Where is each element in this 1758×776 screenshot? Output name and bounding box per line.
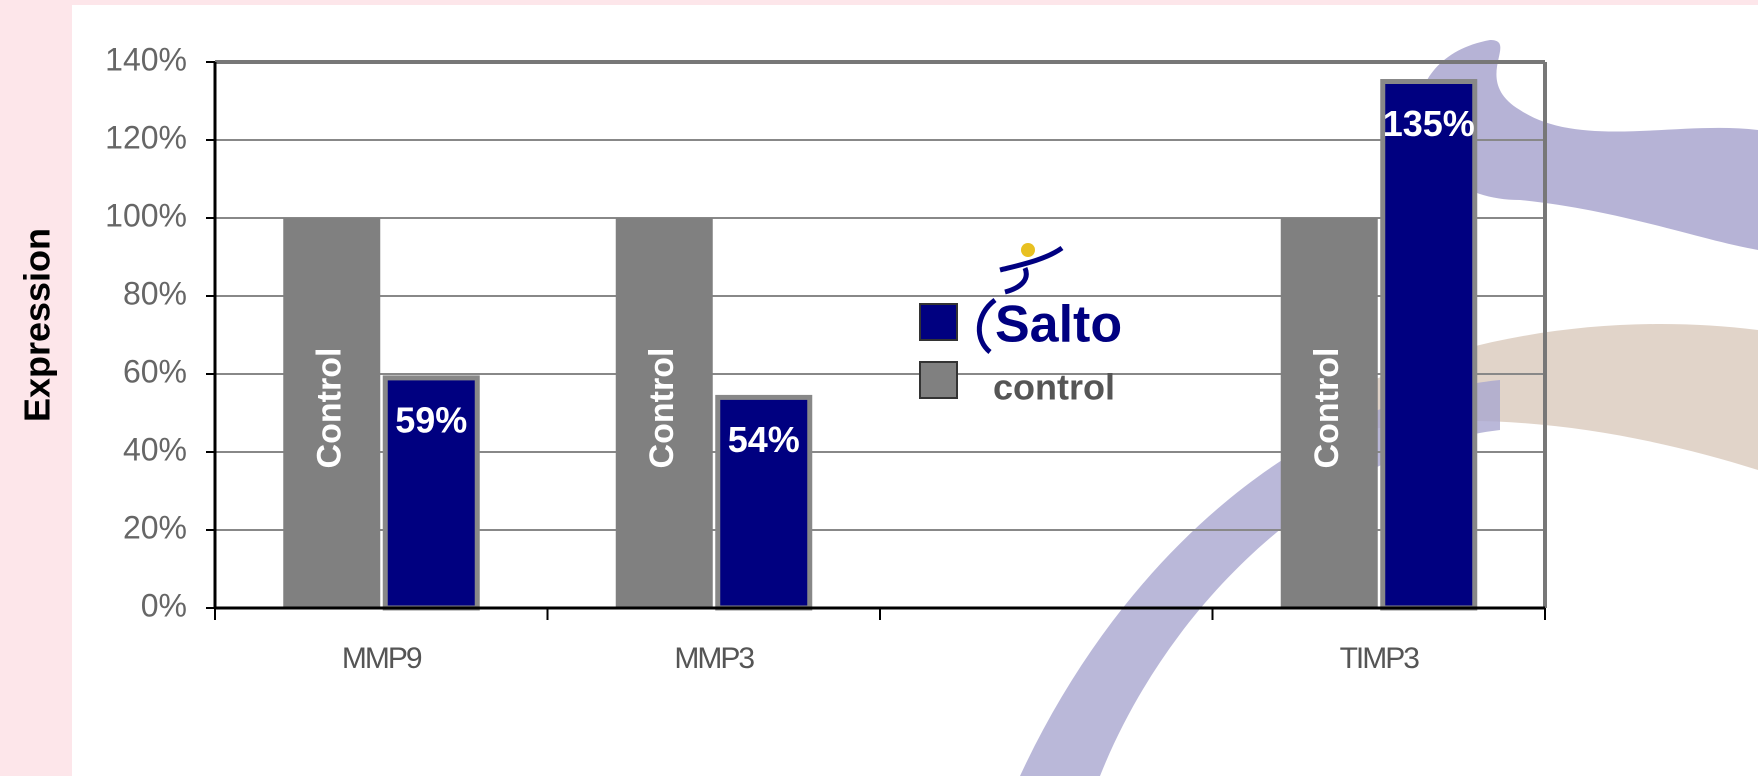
legend-label: Salto	[995, 296, 1122, 354]
y-tick-label: 100%	[105, 197, 187, 233]
y-axis-label: Expression	[17, 228, 58, 422]
legend-logo-figure	[999, 245, 1064, 295]
y-tick-label: 0%	[141, 587, 187, 623]
value-label: 135%	[1383, 103, 1475, 144]
y-tick-label: 120%	[105, 119, 187, 155]
legend-logo-arc	[976, 298, 997, 354]
decor-swoosh	[1020, 380, 1500, 776]
x-tick-label: MMP3	[674, 642, 754, 675]
bar	[615, 218, 713, 608]
legend-label: control	[993, 367, 1115, 408]
x-tick-label: TIMP3	[1340, 642, 1420, 675]
y-tick-label: 60%	[123, 353, 187, 389]
value-label: 54%	[728, 419, 800, 460]
bar	[1380, 79, 1478, 611]
y-tick-label: 20%	[123, 509, 187, 545]
bar	[283, 218, 381, 608]
y-tick-label: 80%	[123, 275, 187, 311]
legend-logo-dot	[1021, 243, 1035, 257]
y-tick-label: 40%	[123, 431, 187, 467]
legend-swatch	[919, 303, 958, 341]
bar-label: Control	[311, 348, 349, 469]
bar-label: Control	[643, 348, 681, 469]
bar	[1280, 218, 1378, 608]
y-tick-label: 140%	[105, 41, 187, 77]
bar-label: Control	[1308, 348, 1346, 469]
legend-swatch	[919, 361, 958, 399]
decor-swoosh	[1300, 324, 1758, 470]
value-label: 59%	[395, 399, 467, 440]
decor-swoosh	[1417, 40, 1758, 250]
x-tick-label: MMP9	[342, 642, 422, 675]
